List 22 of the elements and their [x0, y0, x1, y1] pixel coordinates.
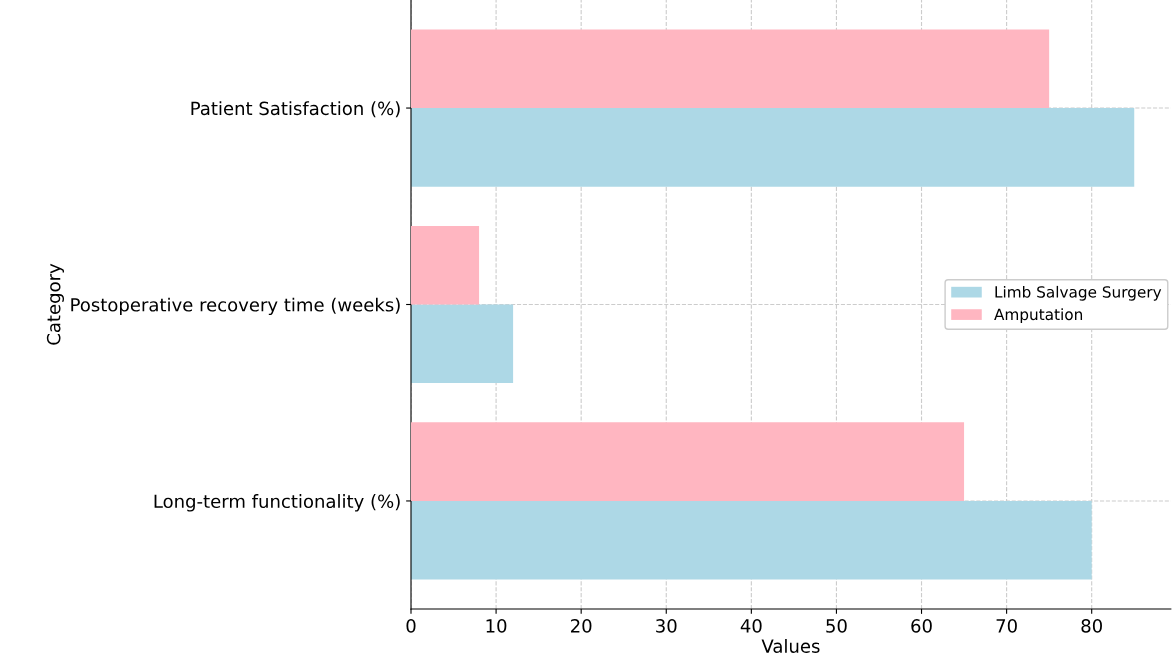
bar — [411, 500, 1092, 580]
x-tick-label: 40 — [740, 619, 762, 633]
y-tick-label: Postoperative recovery time (weeks) — [71, 297, 400, 316]
y-tick-label: Long-term functionality (%) — [154, 494, 400, 512]
x-tick-label: 70 — [996, 619, 1017, 633]
x-axis-title: Values — [761, 638, 820, 653]
x-tick-label: 30 — [656, 619, 677, 633]
x-tick-label: 50 — [826, 619, 847, 633]
y-axis-title: Category — [46, 263, 65, 345]
y-tick-label: Patient Satisfaction (%) — [191, 101, 400, 118]
x-tick-label: 60 — [911, 619, 932, 633]
legend-label: Limb Salvage Surgery — [995, 285, 1162, 301]
x-tick-label: 20 — [571, 619, 592, 633]
bar — [411, 304, 514, 384]
bar — [411, 422, 965, 501]
legend-label: Amputation — [994, 308, 1083, 324]
x-tick-label: 80 — [1081, 619, 1102, 633]
x-tick-label: 0 — [406, 619, 416, 633]
bar — [411, 225, 480, 305]
bar — [411, 29, 1050, 109]
bar — [411, 108, 1135, 187]
x-tick-label: 10 — [486, 619, 507, 633]
